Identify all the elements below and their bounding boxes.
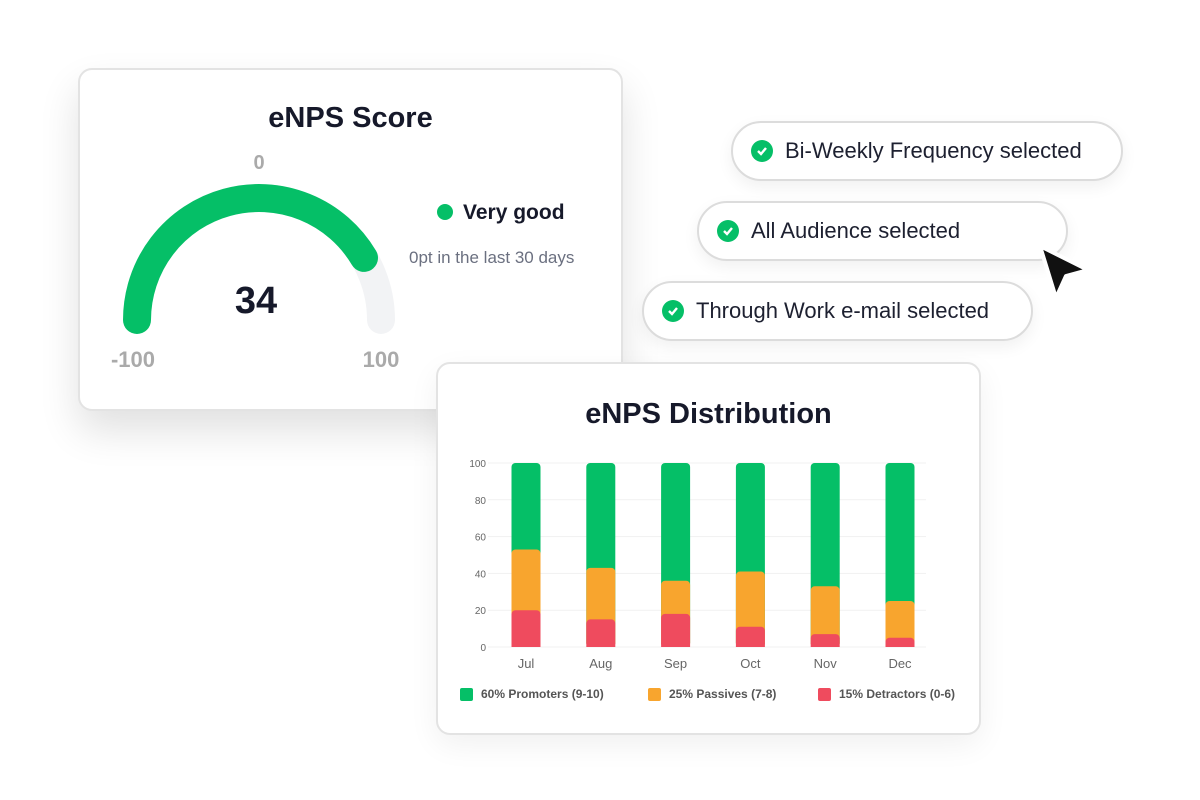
legend-passives: 25% Passives (7-8) [648, 687, 776, 701]
status-label: Very good [463, 201, 565, 224]
y-tick-label: 60 [475, 533, 487, 544]
x-tick-label: Aug [589, 656, 612, 671]
legend-promoters: 60% Promoters (9-10) [460, 687, 604, 701]
score-value: 34 [235, 280, 277, 322]
y-tick-label: 20 [475, 606, 487, 617]
bar-base [586, 643, 616, 647]
chart-title: eNPS Distribution [585, 398, 832, 430]
score-change: 0pt in the last 30 days [409, 248, 574, 267]
check-icon [751, 140, 773, 162]
legend-label: 25% Passives (7-8) [669, 687, 777, 701]
check-icon [717, 220, 739, 242]
enps-score-card: eNPS Score 0 34 -100 100 Very good 0pt i… [78, 68, 623, 411]
bar-detractors [586, 619, 616, 647]
x-tick-label: Jul [518, 656, 535, 671]
gauge-mid-label: 0 [253, 152, 264, 174]
legend-detractors: 15% Detractors (0-6) [818, 687, 955, 701]
status-dot-icon [437, 204, 453, 220]
legend-swatch [460, 687, 473, 701]
bar-base [735, 643, 765, 647]
legend-label: 15% Detractors (0-6) [839, 687, 956, 701]
distribution-chart: 0 20 40 60 80 100 Jul Aug Sep Oct Nov Dec [469, 459, 926, 671]
bar-base [810, 643, 840, 647]
check-icon [662, 300, 684, 322]
y-tick-label: 40 [475, 569, 487, 580]
x-tick-label: Dec [888, 656, 912, 671]
gauge-min-label: -100 [111, 347, 155, 372]
bar-detractors [661, 613, 691, 647]
pill-frequency[interactable]: Bi-Weekly Frequency selected [731, 121, 1123, 181]
bar-detractors [511, 610, 541, 647]
y-tick-label: 80 [475, 496, 487, 507]
x-tick-label: Sep [664, 656, 687, 671]
pill-channel[interactable]: Through Work e-mail selected [642, 281, 1033, 341]
pill-label: All Audience selected [751, 218, 961, 243]
score-gauge: 0 34 -100 100 Very good 0pt in the last … [111, 152, 574, 372]
y-tick-label: 100 [469, 459, 486, 470]
legend-swatch [648, 687, 661, 701]
legend-swatch [818, 687, 831, 701]
x-tick-label: Oct [740, 656, 761, 671]
bar-passives [810, 586, 840, 647]
y-tick-label: 0 [480, 643, 486, 654]
gauge-max-label: 100 [363, 347, 400, 372]
bar-base [885, 643, 915, 647]
bar-passives [885, 601, 915, 647]
bar-base [661, 643, 691, 647]
cursor-icon [1038, 244, 1090, 300]
pill-label: Through Work e-mail selected [696, 298, 990, 323]
enps-distribution-card: eNPS Distribution 0 20 40 60 80 100 Jul Aug Sep O… [436, 362, 981, 735]
bar-base [511, 643, 541, 647]
legend-label: 60% Promoters (9-10) [481, 687, 604, 701]
x-tick-label: Nov [814, 656, 838, 671]
pill-audience[interactable]: All Audience selected [697, 201, 1068, 261]
pill-label: Bi-Weekly Frequency selected [785, 138, 1082, 163]
gauge-fill [123, 184, 378, 334]
score-title: eNPS Score [268, 102, 433, 134]
bar-detractors [735, 626, 765, 647]
